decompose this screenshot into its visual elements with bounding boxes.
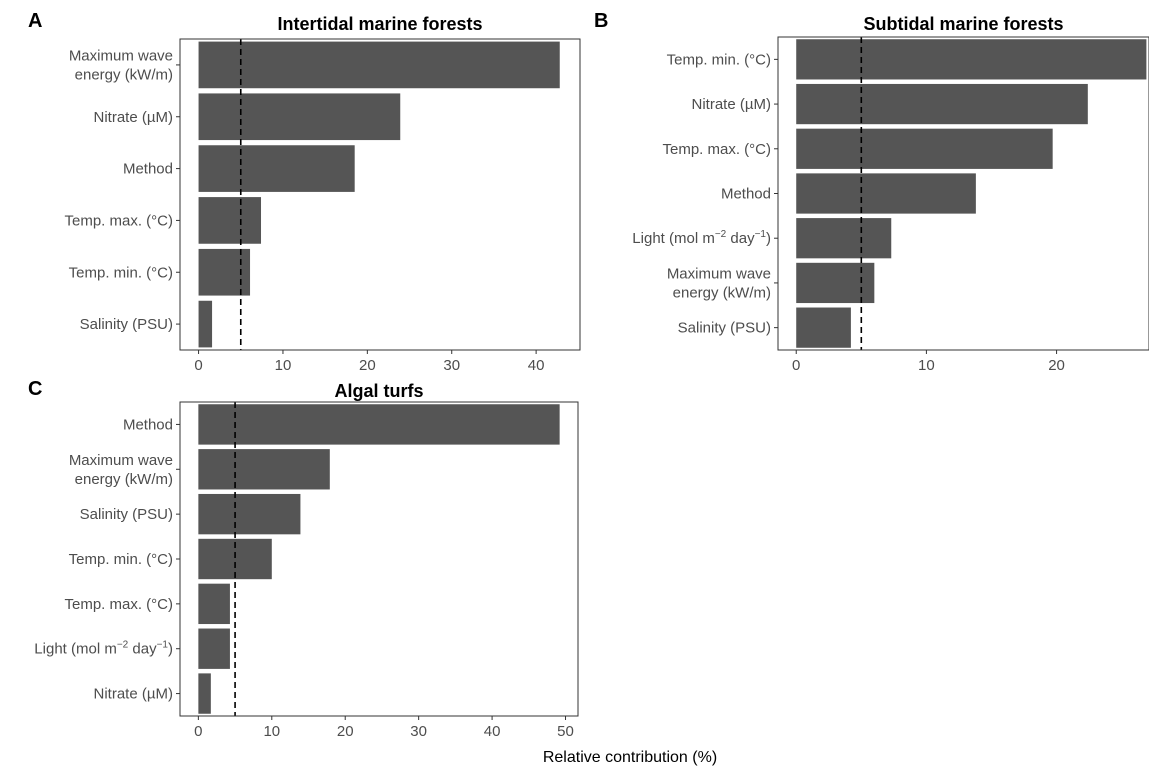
panel-border-c <box>179 401 579 717</box>
bar-c-4 <box>198 583 230 625</box>
bar-b-2 <box>796 128 1053 169</box>
category-label-c-4: Temp. max. (°C) <box>64 596 173 613</box>
x-tick-label-b-1: 10 <box>918 357 935 374</box>
x-tick-label-a-3: 30 <box>443 357 460 374</box>
x-tick-label-a-4: 40 <box>528 357 545 374</box>
category-label-b-1: Nitrate (µM) <box>692 96 771 113</box>
bar-b-0 <box>796 39 1147 80</box>
category-label-a-3: Temp. max. (°C) <box>64 212 173 229</box>
x-tick-label-c-0: 0 <box>194 723 202 740</box>
bar-a-0 <box>198 41 560 89</box>
category-label-a-4: Temp. min. (°C) <box>69 264 173 281</box>
bar-c-5 <box>198 628 230 669</box>
category-label-c-6: Nitrate (µM) <box>94 686 173 703</box>
panel-letter-a: A <box>28 10 43 32</box>
bar-b-1 <box>796 83 1088 125</box>
category-label-a-5: Salinity (PSU) <box>80 316 173 333</box>
category-label-a-1: Nitrate (µM) <box>94 109 173 126</box>
panel-letter-c: C <box>28 378 43 400</box>
bar-a-2 <box>198 145 355 192</box>
bar-c-6 <box>198 673 211 714</box>
category-label-c-1: Maximum wave energy (kW/m) <box>69 452 173 488</box>
plot-a: Maximum wave energy (kW/m) Nitrate (µM) Met… <box>64 38 581 374</box>
category-label-c-3: Temp. min. (°C) <box>69 551 173 568</box>
category-label-b-0: Temp. min. (°C) <box>667 51 771 68</box>
category-label-a-2: Method <box>123 161 173 178</box>
x-tick-label-c-4: 40 <box>484 723 501 740</box>
bar-b-4 <box>796 218 892 259</box>
bar-b-3 <box>796 173 976 214</box>
x-tick-label-c-3: 30 <box>410 723 427 740</box>
x-tick-label-b-0: 0 <box>792 357 800 374</box>
category-label-a-0: Maximum wave energy (kW/m) <box>69 47 173 83</box>
panel-title-c: Algal turfs <box>334 381 424 401</box>
x-tick-label-b-2: 20 <box>1048 357 1065 374</box>
x-axis-label: Relative contribution (%) <box>542 749 718 766</box>
category-label-b-2: Temp. max. (°C) <box>662 141 771 158</box>
x-tick-label-a-1: 10 <box>275 357 292 374</box>
plot-c: Method Maximum wave energy (kW/m) Salinity … <box>34 401 579 740</box>
category-label-b-5: Maximum wave energy (kW/m) <box>667 265 771 301</box>
bar-a-1 <box>198 93 401 141</box>
bar-b-6 <box>796 307 851 348</box>
category-label-b-4: Light (mol m−2 day−1) <box>632 229 771 247</box>
category-label-c-0: Method <box>123 416 173 433</box>
category-label-b-3: Method <box>721 186 771 203</box>
panel-border-a <box>179 38 581 351</box>
panel-letter-b: B <box>594 10 609 32</box>
x-tick-label-a-2: 20 <box>359 357 376 374</box>
plot-b: Temp. min. (°C) Nitrate (µM) Temp. max. (°… <box>632 36 1149 374</box>
bar-c-2 <box>198 493 301 535</box>
x-tick-label-c-1: 10 <box>263 723 280 740</box>
category-label-c-2: Salinity (PSU) <box>80 506 173 523</box>
panel-title-b: Subtidal marine forests <box>863 14 1064 34</box>
category-label-b-6: Salinity (PSU) <box>678 320 771 337</box>
x-tick-label-a-0: 0 <box>194 357 202 374</box>
category-label-c-5: Light (mol m−2 day−1) <box>34 640 173 658</box>
bar-c-1 <box>198 449 330 490</box>
bar-c-0 <box>198 404 560 445</box>
bar-a-3 <box>198 197 262 244</box>
panel-title-a: Intertidal marine forests <box>277 14 483 34</box>
x-tick-label-c-2: 20 <box>337 723 354 740</box>
bar-a-5 <box>198 300 213 348</box>
x-tick-label-c-5: 50 <box>557 723 574 740</box>
panel-border-b <box>777 36 1149 351</box>
